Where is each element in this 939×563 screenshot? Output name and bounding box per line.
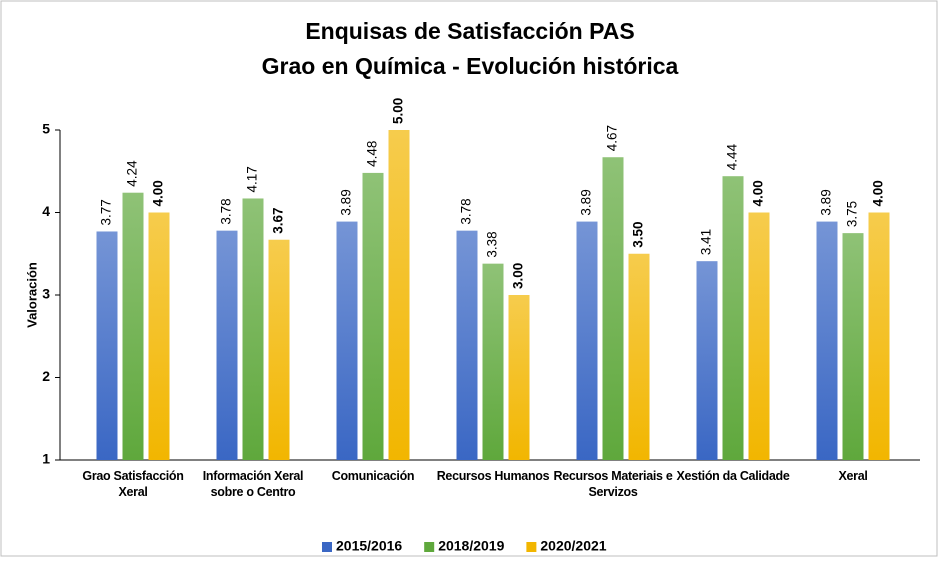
- value-label: 4.44: [725, 143, 740, 170]
- bar: [336, 221, 358, 460]
- value-label: 3.89: [579, 189, 594, 215]
- value-label: 3.77: [99, 199, 114, 225]
- bar: [96, 231, 118, 460]
- y-tick-label: 4: [42, 203, 50, 219]
- value-label: 3.89: [339, 189, 354, 215]
- legend-swatch: [526, 542, 537, 552]
- bar: [456, 230, 478, 460]
- value-label: 3.41: [699, 229, 714, 255]
- y-tick-label: 5: [42, 121, 50, 137]
- bar: [388, 130, 410, 460]
- value-label: 4.48: [365, 141, 380, 167]
- x-tick-label-box: Información Xeral sobre o Centro: [202, 469, 304, 499]
- x-tick-label-box: Xeral: [838, 469, 868, 483]
- value-label: 3.78: [459, 198, 474, 224]
- value-label: 3.78: [219, 198, 234, 224]
- bar: [696, 261, 718, 460]
- x-tick-label-box: Recursos Materiais e Servizos: [553, 469, 673, 499]
- x-tick-label: Información Xeral sobre o Centro: [202, 469, 304, 499]
- x-tick-label: Comunicación: [331, 469, 415, 483]
- y-tick-label: 2: [42, 368, 50, 384]
- x-tick-label: Xestión da Calidade: [676, 469, 790, 483]
- bar: [722, 176, 744, 460]
- y-axis-label: Valoración: [24, 262, 39, 328]
- bar: [482, 263, 504, 460]
- value-label: 3.50: [631, 221, 646, 247]
- value-label: 4.00: [871, 180, 886, 206]
- bar: [816, 221, 838, 460]
- value-label: 4.17: [245, 166, 260, 192]
- bar: [148, 212, 170, 460]
- x-tick-label-box: Comunicación: [331, 469, 415, 483]
- legend-label: 2020/2021: [540, 538, 606, 554]
- legend-swatch: [424, 542, 435, 552]
- bar: [362, 172, 384, 460]
- bar: [576, 221, 598, 460]
- bar: [868, 212, 890, 460]
- bar: [842, 233, 864, 460]
- x-tick-label: Recursos Materiais e Servizos: [553, 469, 673, 499]
- value-label: 4.67: [605, 125, 620, 151]
- bar: [602, 157, 624, 460]
- bar: [748, 212, 770, 460]
- value-label: 3.75: [845, 201, 860, 227]
- value-label: 5.00: [391, 98, 406, 124]
- x-tick-label-box: Xestión da Calidade: [676, 469, 790, 483]
- bar: [216, 230, 238, 460]
- value-label: 3.89: [819, 189, 834, 215]
- x-tick-label: Xeral: [838, 469, 868, 483]
- x-tick-label-box: Recursos Humanos: [436, 469, 550, 483]
- chart-title: Enquisas de Satisfacción PAS: [305, 18, 634, 44]
- bar: [242, 198, 264, 460]
- value-label: 3.38: [485, 231, 500, 257]
- bar: [508, 295, 530, 460]
- y-tick-label: 1: [42, 451, 50, 467]
- bar: [628, 253, 650, 460]
- x-tick-label: Grao Satisfacción Xeral: [82, 469, 184, 499]
- value-label: 3.67: [271, 207, 286, 233]
- legend-label: 2018/2019: [438, 538, 504, 554]
- legend-swatch: [322, 542, 332, 552]
- y-tick-label: 3: [42, 286, 50, 302]
- value-label: 4.00: [751, 180, 766, 206]
- bar: [268, 239, 290, 460]
- value-label: 4.00: [151, 180, 166, 206]
- value-label: 4.24: [125, 160, 140, 187]
- x-tick-label: Recursos Humanos: [436, 469, 550, 483]
- chart-subtitle: Grao en Química - Evolución histórica: [262, 53, 679, 79]
- bar: [122, 192, 144, 460]
- legend-label: 2015/2016: [336, 538, 402, 554]
- x-tick-label-box: Grao Satisfacción Xeral: [82, 469, 184, 499]
- value-label: 3.00: [511, 263, 526, 289]
